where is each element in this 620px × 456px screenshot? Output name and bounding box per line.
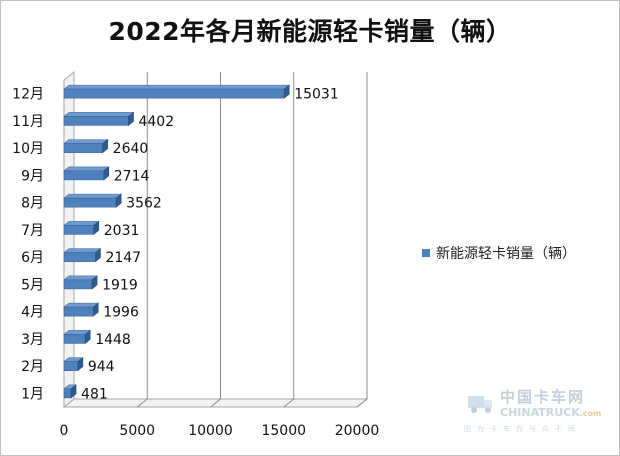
data-label: 3562 bbox=[126, 196, 162, 212]
y-category-label: 9月 bbox=[21, 168, 44, 184]
bar-front-face bbox=[63, 306, 94, 317]
data-label: 1448 bbox=[95, 332, 131, 348]
bar-front-face bbox=[63, 197, 117, 208]
bar-front-face bbox=[63, 252, 96, 262]
bar bbox=[63, 166, 110, 181]
chart-title: 2022年各月新能源轻卡销量（辆） bbox=[108, 17, 512, 46]
bar-top-face bbox=[63, 248, 102, 253]
y-category-label: 8月 bbox=[21, 196, 44, 212]
gridline-floor bbox=[283, 398, 295, 408]
bar-end-face bbox=[84, 329, 91, 344]
bar-top-face bbox=[63, 275, 98, 281]
x-tick-label: 10000 bbox=[188, 423, 233, 439]
bar-top-face bbox=[63, 84, 291, 90]
bar bbox=[63, 384, 77, 399]
bar-end-face bbox=[115, 193, 122, 208]
x-tick-label: 0 bbox=[60, 423, 69, 439]
bar-end-face bbox=[93, 220, 100, 235]
bar-end-face bbox=[128, 111, 134, 126]
bar-front-face bbox=[63, 361, 79, 371]
y-category-label: 7月 bbox=[21, 223, 44, 239]
data-label: 481 bbox=[81, 386, 108, 402]
bar bbox=[63, 84, 291, 99]
data-label: 15031 bbox=[294, 87, 339, 103]
watermark-domain-suffix: .com bbox=[579, 409, 602, 418]
label-layer: 0 5000 10000 15000 20000 1月 481 2月 944 3月 1448 4月 19… bbox=[12, 87, 379, 439]
bar-end-face bbox=[70, 384, 77, 399]
legend-label: 新能源轻卡销量（辆） bbox=[436, 246, 576, 262]
data-label: 2640 bbox=[113, 141, 149, 157]
bar-end-face bbox=[92, 302, 99, 317]
data-label: 2031 bbox=[104, 223, 140, 239]
bar-end-face bbox=[102, 139, 108, 154]
y-category-label: 11月 bbox=[12, 114, 44, 130]
bar bbox=[63, 302, 100, 317]
bar-front-face bbox=[63, 225, 95, 235]
bar-end-face bbox=[283, 84, 290, 99]
bar bbox=[63, 220, 100, 235]
bar-end-face bbox=[103, 166, 110, 181]
bar-top-face bbox=[63, 302, 100, 308]
legend-swatch bbox=[422, 249, 430, 257]
bar bbox=[63, 248, 102, 263]
y-category-label: 12月 bbox=[12, 87, 44, 103]
legend: 新能源轻卡销量（辆） bbox=[422, 243, 576, 263]
bar-front-face bbox=[63, 116, 129, 126]
bar-front-face bbox=[63, 143, 103, 153]
bar-top-face bbox=[63, 139, 109, 144]
grid-layer bbox=[62, 70, 369, 409]
bar bbox=[63, 357, 84, 372]
y-category-label: 10月 bbox=[12, 141, 44, 157]
x-tick-label: 15000 bbox=[261, 423, 306, 439]
bar-end-face bbox=[77, 357, 84, 372]
bar-top-face bbox=[63, 112, 135, 117]
bar-top-face bbox=[63, 166, 110, 172]
y-category-label: 6月 bbox=[21, 250, 44, 266]
y-category-label: 5月 bbox=[21, 277, 44, 293]
bar bbox=[63, 275, 98, 290]
bar-front-face bbox=[63, 279, 93, 290]
bar-top-face bbox=[63, 221, 100, 226]
bar-end-face bbox=[95, 248, 101, 263]
watermark-slogan: 因为卡车而与众不同 bbox=[464, 425, 581, 433]
y-category-label: 4月 bbox=[21, 305, 44, 321]
bar-front-face bbox=[63, 88, 285, 99]
chart-side-wall bbox=[63, 70, 75, 409]
gridline-floor bbox=[136, 398, 148, 408]
bar bbox=[63, 139, 109, 154]
watermark-name-en: CHINATRUCK.com bbox=[500, 406, 601, 419]
data-label: 944 bbox=[88, 359, 115, 375]
x-tick-label: 20000 bbox=[335, 423, 380, 439]
data-label: 4402 bbox=[138, 114, 174, 130]
bar-front-face bbox=[63, 334, 86, 344]
data-label: 1919 bbox=[102, 277, 138, 293]
truck-logo-icon bbox=[468, 396, 492, 413]
data-label: 2147 bbox=[105, 250, 141, 266]
y-category-label: 2月 bbox=[21, 359, 44, 375]
bar bbox=[63, 329, 92, 344]
bar-front-face bbox=[63, 170, 105, 181]
bar-end-face bbox=[91, 275, 98, 290]
watermark-name-en-text: CHINATRUCK bbox=[500, 406, 580, 419]
watermark-name-cn: 中国卡车网 bbox=[500, 388, 586, 406]
x-tick-label: 5000 bbox=[119, 423, 155, 439]
y-category-label: 3月 bbox=[21, 332, 44, 348]
data-label: 1996 bbox=[103, 305, 139, 321]
bar-top-face bbox=[63, 193, 123, 199]
gridline-floor bbox=[356, 398, 368, 408]
bar bbox=[63, 111, 135, 126]
bar bbox=[63, 193, 123, 208]
bar-front-face bbox=[63, 388, 72, 399]
data-label: 2714 bbox=[114, 168, 150, 184]
gridline-floor bbox=[210, 398, 221, 408]
y-category-label: 1月 bbox=[21, 386, 44, 402]
bar-layer bbox=[63, 84, 291, 399]
watermark-logo: 中国卡车网 CHINATRUCK.com 因为卡车而与众不同 bbox=[460, 386, 601, 438]
